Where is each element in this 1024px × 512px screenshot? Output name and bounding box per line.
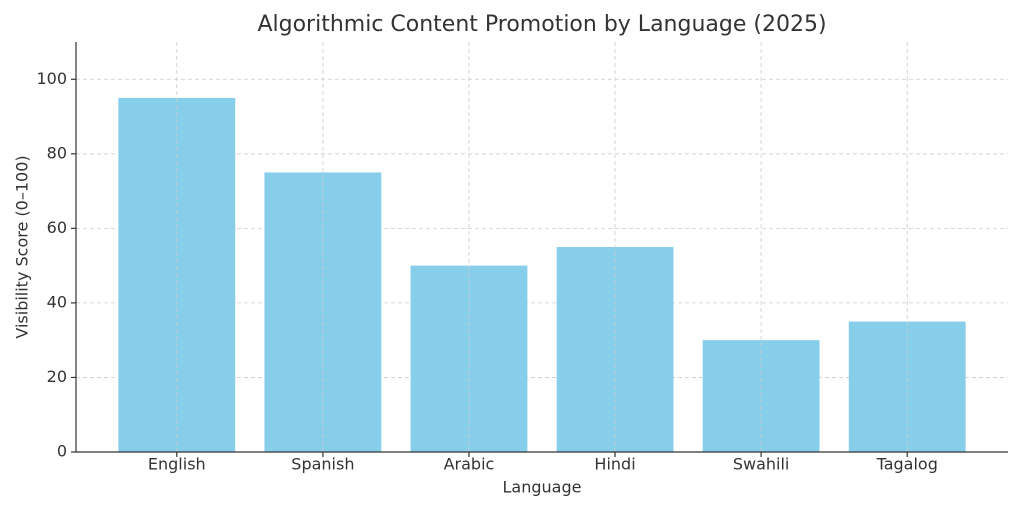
bar: [264, 172, 382, 453]
x-tick-label: Spanish: [291, 455, 354, 474]
y-tick-label: 20: [47, 367, 67, 386]
x-tick-label: Tagalog: [876, 455, 938, 474]
y-tick-label: 40: [47, 292, 67, 311]
chart-title: Algorithmic Content Promotion by Languag…: [257, 12, 826, 37]
y-tick-label: 100: [36, 69, 67, 88]
x-tick-label: Arabic: [444, 455, 495, 474]
x-tick-label: English: [148, 455, 206, 474]
x-tick-label: Hindi: [594, 455, 635, 474]
x-tick-label: Swahili: [733, 455, 790, 474]
y-tick-label: 0: [57, 442, 67, 461]
y-tick-label: 60: [47, 218, 67, 237]
x-axis-label: Language: [503, 478, 582, 497]
y-tick-label: 80: [47, 143, 67, 162]
y-axis-label: Visibility Score (0–100): [13, 155, 32, 338]
